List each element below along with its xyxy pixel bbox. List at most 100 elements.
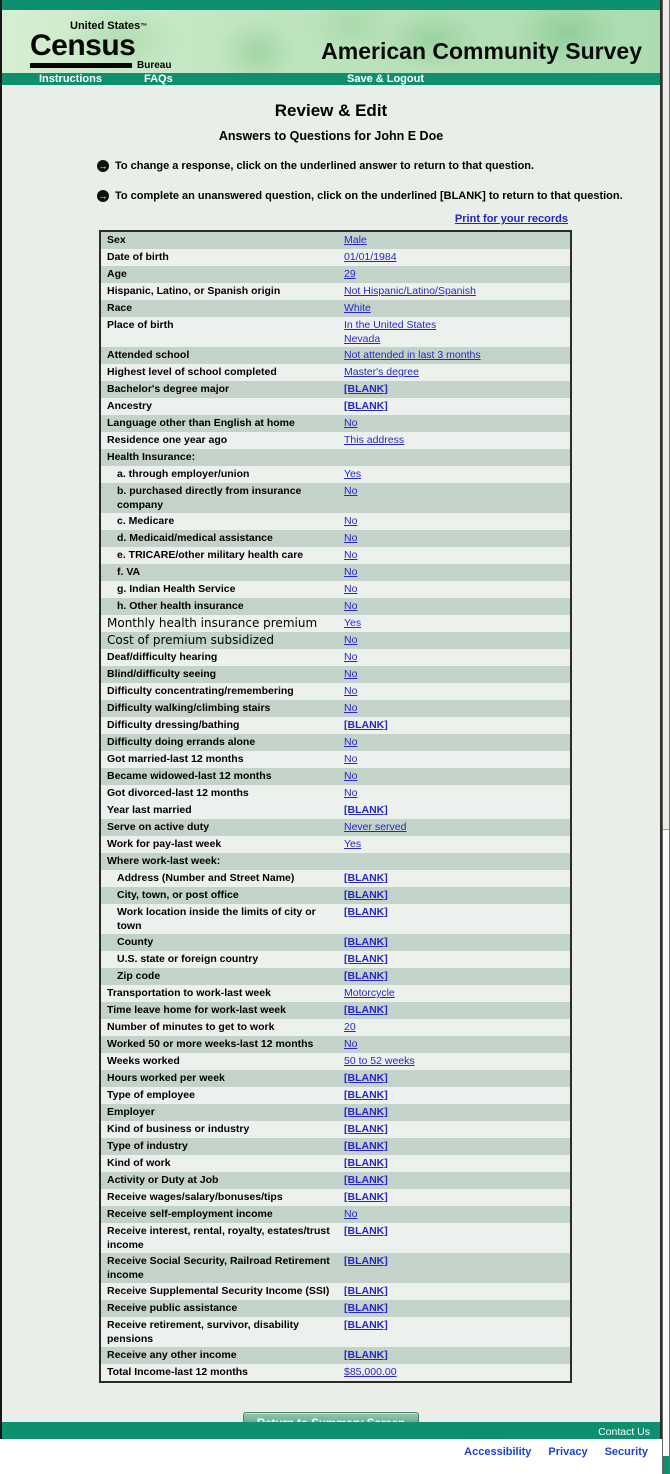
row-answer-cell: Master's degree [344, 364, 570, 381]
answer-link[interactable]: No [344, 668, 358, 680]
answer-link[interactable]: Never served [344, 821, 407, 833]
answer-link[interactable]: No [344, 549, 358, 561]
blank-answer-link[interactable]: [BLANK] [344, 1349, 388, 1361]
blank-answer-link[interactable]: [BLANK] [344, 1072, 388, 1084]
answer-link[interactable]: No [344, 702, 358, 714]
row-label: Got married-last 12 months [107, 753, 244, 765]
nav-faqs[interactable]: FAQs [144, 73, 173, 85]
blank-answer-link[interactable]: [BLANK] [344, 1255, 388, 1267]
blank-answer-link[interactable]: [BLANK] [344, 889, 388, 901]
table-row: d. Medicaid/medical assistance No [101, 530, 570, 547]
blank-answer-link[interactable]: [BLANK] [344, 936, 388, 948]
contact-us-link[interactable]: Contact Us [598, 1426, 650, 1438]
blank-answer-link[interactable]: [BLANK] [344, 1089, 388, 1101]
blank-answer-link[interactable]: [BLANK] [344, 1140, 388, 1152]
blank-answer-link[interactable]: [BLANK] [344, 1302, 388, 1314]
row-label: Type of employee [107, 1089, 195, 1101]
row-answer-cell: 01/01/1984 [344, 249, 570, 266]
blank-answer-link[interactable]: [BLANK] [344, 953, 388, 965]
answer-link[interactable]: Motorcycle [344, 987, 395, 999]
answer-link[interactable]: Not Hispanic/Latino/Spanish [344, 285, 476, 297]
answer-link[interactable]: No [344, 770, 358, 782]
answer-link[interactable]: No [344, 685, 358, 697]
answer-link[interactable]: Nevada [344, 332, 381, 345]
blank-answer-link[interactable]: [BLANK] [344, 1285, 388, 1297]
row-answer-cell: Male [344, 232, 570, 249]
blank-answer-link[interactable]: [BLANK] [344, 1106, 388, 1118]
blank-answer-link[interactable]: [BLANK] [344, 804, 388, 816]
answer-link[interactable]: Yes [344, 617, 362, 629]
answer-link[interactable]: No [344, 1208, 358, 1220]
answer-link[interactable]: $85,000.00 [344, 1366, 397, 1378]
nav-save-logout[interactable]: Save & Logout [347, 73, 425, 85]
answer-link[interactable]: No [344, 787, 358, 799]
answer-link[interactable]: No [344, 736, 358, 748]
answer-link[interactable]: No [344, 532, 358, 544]
print-row: Print for your records [2, 213, 568, 225]
answer-link[interactable]: Yes [344, 838, 362, 850]
blank-answer-link[interactable]: [BLANK] [344, 1191, 388, 1203]
table-row: Bachelor's degree major [BLANK] [101, 381, 570, 398]
row-label: a. through employer/union [117, 468, 250, 480]
blank-answer-link[interactable]: [BLANK] [344, 906, 388, 918]
answer-link[interactable]: No [344, 515, 358, 527]
row-answer-cell: 29 [344, 266, 570, 283]
blank-answer-link[interactable]: [BLANK] [344, 383, 388, 395]
answer-link[interactable]: In the United States [344, 319, 437, 331]
blank-answer-link[interactable]: [BLANK] [344, 1157, 388, 1169]
scrollbar-track[interactable] [662, 0, 670, 1474]
blank-answer-link[interactable]: [BLANK] [344, 1174, 388, 1186]
row-label: h. Other health insurance [117, 600, 244, 612]
row-answer-cell: Yes [344, 836, 570, 853]
blank-answer-link[interactable]: [BLANK] [344, 872, 388, 884]
row-label: g. Indian Health Service [117, 583, 236, 595]
answer-link[interactable]: No [344, 634, 358, 646]
return-to-summary-button[interactable]: Return to Summary Screen [242, 1412, 420, 1422]
answer-link[interactable]: No [344, 566, 358, 578]
answer-link[interactable]: No [344, 1038, 358, 1050]
answer-link[interactable]: 01/01/1984 [344, 251, 397, 263]
answer-link[interactable]: 29 [344, 268, 356, 280]
row-label: Receive self-employment income [107, 1208, 273, 1220]
row-label: Serve on active duty [107, 821, 210, 833]
blank-answer-link[interactable]: [BLANK] [344, 719, 388, 731]
row-label: Year last married [107, 804, 192, 816]
answer-link[interactable]: No [344, 485, 358, 497]
row-label: Transportation to work-last week [107, 987, 271, 999]
blank-answer-link[interactable]: [BLANK] [344, 1225, 388, 1237]
answer-link[interactable]: Not attended in last 3 months [344, 349, 481, 361]
footer-link-privacy[interactable]: Privacy [548, 1446, 588, 1458]
answer-link[interactable]: No [344, 753, 358, 765]
answer-link[interactable]: No [344, 651, 358, 663]
row-answer-cell: No [344, 700, 570, 717]
instruction-text: To complete an unanswered question, clic… [115, 190, 623, 202]
print-for-records-link[interactable]: Print for your records [454, 213, 568, 225]
table-row: Became widowed-last 12 months No [101, 768, 570, 785]
row-label: Difficulty concentrating/remembering [107, 685, 294, 697]
nav-instructions[interactable]: Instructions [39, 73, 102, 85]
answer-link[interactable]: 50 to 52 weeks [344, 1055, 415, 1067]
answer-link[interactable]: White [344, 302, 371, 314]
blank-answer-link[interactable]: [BLANK] [344, 970, 388, 982]
answer-link[interactable]: No [344, 417, 358, 429]
logo-census: Census [30, 29, 136, 62]
answer-link[interactable]: Master's degree [344, 366, 419, 378]
footer-link-security[interactable]: Security [604, 1446, 648, 1458]
blank-answer-link[interactable]: [BLANK] [344, 400, 388, 412]
row-answer-cell: No [344, 598, 570, 615]
answer-link[interactable]: No [344, 600, 358, 612]
answer-link[interactable]: Male [344, 234, 367, 246]
blank-answer-link[interactable]: [BLANK] [344, 1004, 388, 1016]
answer-link[interactable]: No [344, 583, 358, 595]
scrollbar-bottom-button[interactable] [663, 1456, 669, 1474]
row-answer-cell: [BLANK] [344, 887, 570, 904]
answer-link[interactable]: 20 [344, 1021, 356, 1033]
answer-link[interactable]: This address [344, 434, 405, 446]
scrollbar-thumb[interactable] [663, 0, 669, 830]
blank-answer-link[interactable]: [BLANK] [344, 1123, 388, 1135]
answer-link[interactable]: Yes [344, 468, 362, 480]
row-label: Employer [107, 1106, 155, 1118]
table-row: Got divorced-last 12 months No [101, 785, 570, 802]
footer-link-accessibility[interactable]: Accessibility [464, 1446, 532, 1458]
blank-answer-link[interactable]: [BLANK] [344, 1319, 388, 1331]
